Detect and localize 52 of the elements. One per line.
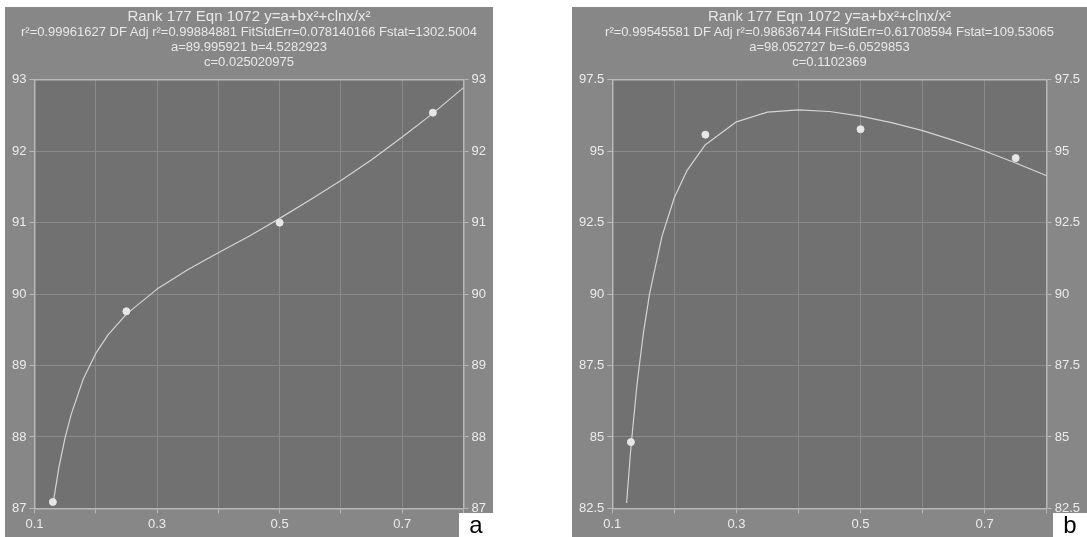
- point: [626, 438, 635, 447]
- y2-tick-label: 88: [471, 428, 487, 444]
- y2-tick-label: 92: [471, 142, 487, 158]
- point: [701, 130, 710, 139]
- y-tick-label: 87: [11, 499, 27, 515]
- y2-tick-label: 91: [471, 214, 487, 230]
- x-tick-label: 0.7: [393, 515, 412, 531]
- y2-tick-label: 95: [1054, 142, 1070, 158]
- y-tick-label: 85: [589, 428, 605, 444]
- y2-tick-label: 92.5: [1054, 214, 1081, 230]
- y-tick-label: 92.5: [578, 214, 605, 230]
- text: c=0.025020975: [203, 54, 295, 69]
- y2-tick-label: 93: [471, 71, 487, 87]
- point: [1011, 154, 1020, 163]
- text: a=89.995921 b=4.5282923: [169, 39, 329, 54]
- chart-subtitle: r²=0.99545581 DF Adj r²=0.98636744 FitStdErr=0.61708594 Fstat=109.53065: [604, 24, 1055, 39]
- text: c=0.1102369: [791, 54, 868, 69]
- y-tick-label: 93: [11, 71, 27, 87]
- y2-tick-label: 87.5: [1054, 357, 1081, 373]
- x-tick-label: 0.1: [603, 515, 622, 531]
- y2-tick-label: 89: [471, 357, 487, 373]
- point: [856, 125, 865, 134]
- y-tick-label: 82.5: [578, 499, 605, 515]
- y2-tick-label: 97.5: [1054, 71, 1081, 87]
- y-tick-label: 91: [11, 214, 27, 230]
- y-tick-label: 88: [11, 428, 27, 444]
- y-tick-label: 87.5: [578, 357, 605, 373]
- y-tick-label: 89: [11, 357, 27, 373]
- y-tick-label: 92: [11, 142, 27, 158]
- x-tick-label: 0.3: [727, 515, 746, 531]
- chart-title: Rank 177 Eqn 1072 y=a+bx²+clnx/x²: [706, 7, 953, 24]
- text: a: [459, 511, 493, 537]
- point: [48, 497, 57, 506]
- y-tick-label: 90: [589, 285, 605, 301]
- text: a=98.052727 b=-6.0529853: [748, 39, 911, 54]
- x-tick-label: 0.5: [270, 515, 289, 531]
- y-tick-label: 95: [589, 142, 605, 158]
- x-tick-label: 0.3: [148, 515, 167, 531]
- y-tick-label: 90: [11, 285, 27, 301]
- point: [275, 218, 284, 227]
- chart-subtitle: r²=0.99961627 DF Adj r²=0.99884881 FitStdErr=0.078140166 Fstat=1302.5004: [19, 24, 479, 39]
- chart-title: Rank 177 Eqn 1072 y=a+bx²+clnx/x²: [126, 7, 372, 24]
- point: [122, 307, 131, 316]
- x-tick-label: 0.1: [25, 515, 44, 531]
- y2-tick-label: 90: [1054, 285, 1070, 301]
- y2-tick-label: 85: [1054, 428, 1070, 444]
- text: b: [1053, 511, 1087, 537]
- y-tick-label: 97.5: [578, 71, 605, 87]
- point: [428, 108, 437, 117]
- y2-tick-label: 90: [471, 285, 487, 301]
- x-tick-label: 0.7: [975, 515, 994, 531]
- x-tick-label: 0.5: [851, 515, 870, 531]
